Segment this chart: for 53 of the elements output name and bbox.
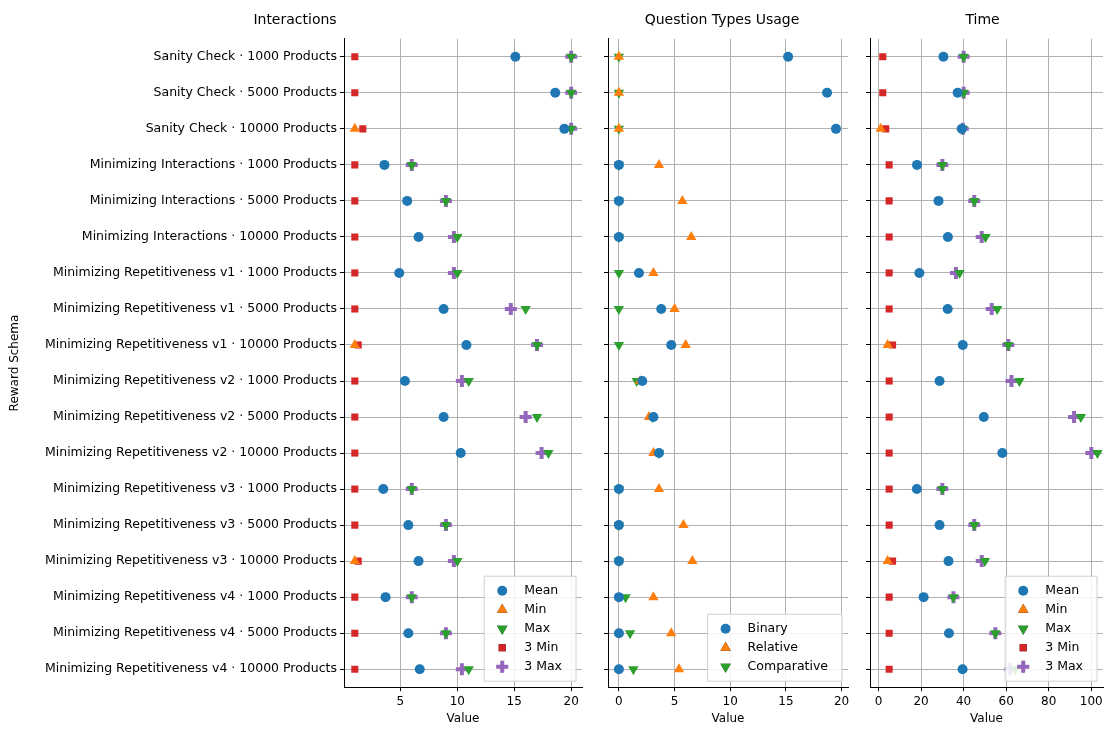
y-tick-label: Minimizing Interactions · 10000 Products (81, 228, 337, 244)
legend-label: Relative (747, 638, 799, 654)
y-tick-label: Sanity Check · 5000 Products (153, 84, 337, 100)
legend-label: Binary (747, 619, 789, 635)
x-tick-label: 20 (913, 693, 929, 708)
y-tick-label: Minimizing Repetitiveness v2 · 5000 Products (52, 408, 337, 424)
x-axis-title: Value (711, 710, 745, 725)
legend-label: Mean (1045, 581, 1080, 597)
x-tick-label: 80 (1041, 693, 1057, 708)
chart-title: Question Types Usage (644, 11, 800, 28)
x-tick-label: 0 (615, 693, 623, 708)
y-tick-label: Minimizing Repetitiveness v4 · 5000 Products (52, 624, 337, 640)
y-axis-title: Reward Schema (7, 314, 22, 412)
y-tick-label: Sanity Check · 1000 Products (153, 48, 337, 64)
x-axis-title: Value (446, 710, 480, 725)
legend-label: Max (524, 619, 551, 635)
x-tick-label: 15 (778, 693, 794, 708)
x-tick-label: 20 (833, 693, 850, 708)
y-tick-label: Minimizing Repetitiveness v3 · 1000 Products (52, 480, 337, 496)
chart-title: Interactions (253, 11, 337, 28)
chart-title: Time (964, 11, 1000, 28)
y-tick-label: Minimizing Repetitiveness v2 · 10000 Products (44, 444, 337, 460)
legend-label: Mean (524, 581, 559, 597)
y-tick-label: Minimizing Repetitiveness v3 · 5000 Products (52, 516, 337, 532)
legend-label: Max (1045, 619, 1072, 635)
x-tick-label: 10 (722, 693, 738, 708)
y-tick-label: Minimizing Repetitiveness v2 · 1000 Products (52, 372, 337, 388)
x-axis-title: Value (970, 710, 1003, 725)
x-tick-label: 5 (670, 693, 679, 708)
y-tick-label: Minimizing Repetitiveness v3 · 10000 Products (44, 552, 337, 568)
legend-label: Comparative (747, 657, 829, 673)
legend-label: 3 Max (1045, 657, 1084, 673)
y-tick-label: Minimizing Repetitiveness v4 · 10000 Products (44, 660, 337, 676)
legend-label: 3 Max (524, 657, 563, 673)
y-tick-label: Minimizing Repetitiveness v1 · 1000 Products (52, 264, 337, 280)
legend-label: 3 Min (1045, 638, 1080, 654)
legend-label: 3 Min (524, 638, 559, 654)
y-tick-label: Minimizing Repetitiveness v1 · 5000 Products (52, 300, 337, 316)
x-tick-label: 60 (998, 693, 1014, 708)
x-tick-label: 100 (1079, 693, 1103, 708)
legend-label: Min (1045, 600, 1068, 616)
x-tick-label: 20 (563, 693, 579, 708)
x-tick-label: 15 (506, 693, 522, 708)
y-tick-label: Minimizing Interactions · 1000 Products (89, 156, 337, 172)
y-tick-label: Minimizing Repetitiveness v4 · 1000 Products (52, 588, 337, 604)
y-tick-label: Sanity Check · 10000 Products (145, 120, 337, 136)
x-tick-label: 10 (449, 693, 465, 708)
legend-label: Min (524, 600, 547, 616)
y-tick-label: Minimizing Interactions · 5000 Products (89, 192, 337, 208)
x-tick-label: 40 (955, 693, 972, 708)
x-tick-label: 0 (874, 693, 883, 708)
y-tick-label: Minimizing Repetitiveness v1 · 10000 Products (44, 336, 337, 352)
x-tick-label: 5 (396, 693, 405, 708)
